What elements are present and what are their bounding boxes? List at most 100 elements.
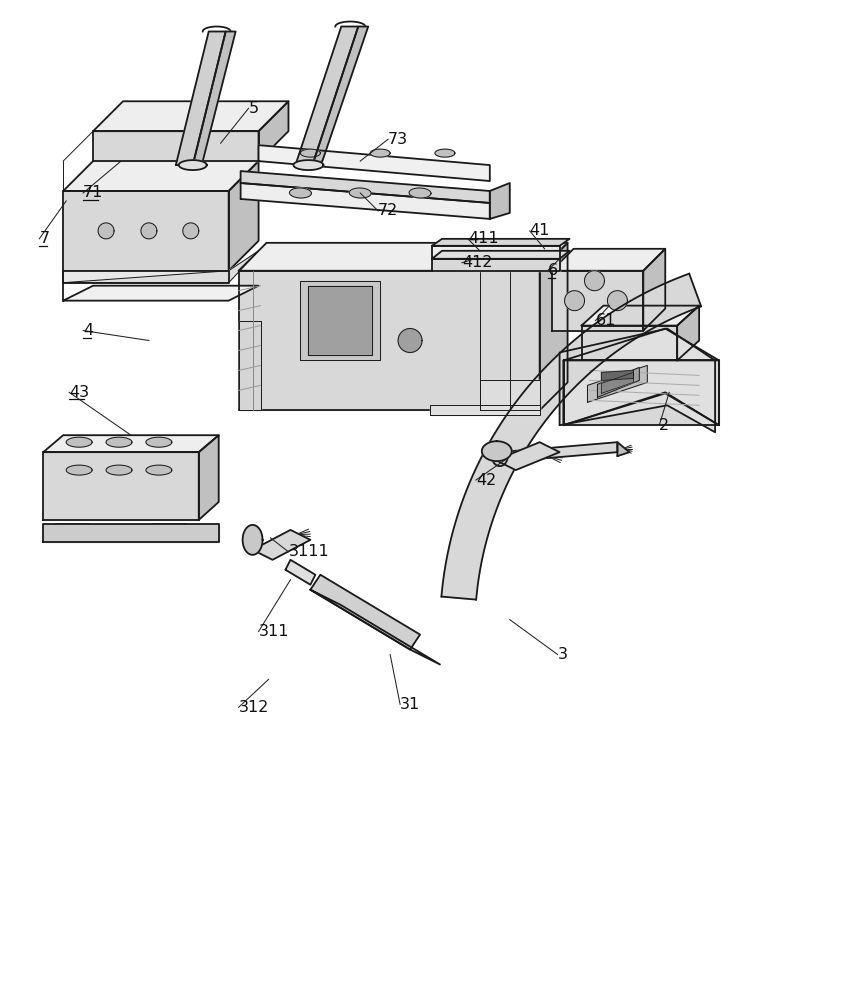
Polygon shape bbox=[141, 223, 157, 239]
Polygon shape bbox=[179, 160, 207, 170]
Polygon shape bbox=[63, 251, 259, 283]
Polygon shape bbox=[295, 27, 358, 165]
Text: 73: 73 bbox=[388, 132, 408, 147]
Polygon shape bbox=[582, 306, 699, 326]
Polygon shape bbox=[559, 329, 715, 432]
Polygon shape bbox=[176, 32, 225, 165]
Text: 31: 31 bbox=[400, 697, 420, 712]
Polygon shape bbox=[564, 291, 584, 311]
Polygon shape bbox=[63, 271, 229, 283]
Polygon shape bbox=[551, 271, 643, 331]
Polygon shape bbox=[43, 435, 218, 452]
Polygon shape bbox=[432, 251, 570, 259]
Text: 71: 71 bbox=[83, 185, 104, 200]
Polygon shape bbox=[241, 171, 490, 203]
Polygon shape bbox=[93, 131, 259, 161]
Polygon shape bbox=[495, 442, 559, 470]
Polygon shape bbox=[602, 372, 633, 393]
Polygon shape bbox=[490, 183, 510, 219]
Polygon shape bbox=[239, 243, 568, 271]
Polygon shape bbox=[66, 437, 92, 447]
Polygon shape bbox=[259, 101, 288, 161]
Text: 5: 5 bbox=[249, 101, 259, 116]
Polygon shape bbox=[432, 239, 570, 246]
Polygon shape bbox=[153, 524, 186, 538]
Polygon shape bbox=[300, 149, 320, 157]
Polygon shape bbox=[441, 274, 701, 600]
Polygon shape bbox=[239, 321, 261, 410]
Polygon shape bbox=[564, 360, 719, 425]
Text: 41: 41 bbox=[530, 223, 550, 238]
Text: 6: 6 bbox=[548, 263, 557, 278]
Polygon shape bbox=[564, 360, 719, 425]
Text: 3: 3 bbox=[557, 647, 568, 662]
Polygon shape bbox=[312, 27, 369, 165]
Polygon shape bbox=[241, 183, 490, 219]
Polygon shape bbox=[608, 291, 627, 311]
Polygon shape bbox=[63, 161, 259, 191]
Polygon shape bbox=[398, 329, 422, 352]
Text: 4: 4 bbox=[83, 323, 93, 338]
Text: 311: 311 bbox=[259, 624, 289, 639]
Polygon shape bbox=[243, 525, 262, 555]
Polygon shape bbox=[617, 442, 629, 456]
Polygon shape bbox=[300, 281, 381, 360]
Polygon shape bbox=[253, 530, 311, 560]
Polygon shape bbox=[597, 367, 639, 397]
Text: 72: 72 bbox=[378, 203, 399, 218]
Polygon shape bbox=[308, 286, 372, 355]
Polygon shape bbox=[293, 160, 324, 170]
Text: 312: 312 bbox=[239, 700, 269, 715]
Polygon shape bbox=[551, 249, 665, 271]
Text: 412: 412 bbox=[462, 255, 493, 270]
Polygon shape bbox=[643, 249, 665, 331]
Polygon shape bbox=[153, 528, 201, 538]
Polygon shape bbox=[435, 149, 455, 157]
Polygon shape bbox=[56, 524, 89, 538]
Polygon shape bbox=[43, 452, 198, 520]
Polygon shape bbox=[66, 465, 92, 475]
Text: 61: 61 bbox=[595, 313, 616, 328]
Polygon shape bbox=[409, 188, 431, 198]
Polygon shape bbox=[183, 223, 198, 239]
Polygon shape bbox=[311, 590, 440, 664]
Polygon shape bbox=[492, 446, 507, 466]
Text: 3111: 3111 bbox=[288, 544, 329, 559]
Polygon shape bbox=[539, 243, 568, 410]
Polygon shape bbox=[498, 442, 617, 462]
Polygon shape bbox=[430, 405, 539, 415]
Polygon shape bbox=[239, 271, 539, 410]
Polygon shape bbox=[56, 528, 105, 538]
Polygon shape bbox=[582, 326, 677, 360]
Polygon shape bbox=[93, 101, 288, 131]
Polygon shape bbox=[146, 437, 172, 447]
Polygon shape bbox=[432, 246, 559, 259]
Polygon shape bbox=[286, 560, 315, 585]
Polygon shape bbox=[192, 32, 236, 165]
Polygon shape bbox=[259, 145, 490, 181]
Text: 43: 43 bbox=[69, 385, 89, 400]
Polygon shape bbox=[43, 524, 218, 542]
Polygon shape bbox=[677, 306, 699, 360]
Polygon shape bbox=[106, 437, 132, 447]
Polygon shape bbox=[289, 188, 312, 198]
Polygon shape bbox=[588, 365, 647, 402]
Polygon shape bbox=[98, 223, 114, 239]
Polygon shape bbox=[564, 329, 719, 425]
Text: 7: 7 bbox=[40, 231, 49, 246]
Polygon shape bbox=[482, 441, 512, 461]
Polygon shape bbox=[602, 370, 633, 380]
Polygon shape bbox=[370, 149, 390, 157]
Polygon shape bbox=[350, 188, 371, 198]
Polygon shape bbox=[432, 259, 559, 271]
Polygon shape bbox=[63, 286, 259, 301]
Polygon shape bbox=[63, 191, 229, 271]
Polygon shape bbox=[106, 465, 132, 475]
Polygon shape bbox=[198, 435, 218, 520]
Polygon shape bbox=[146, 465, 172, 475]
Text: 411: 411 bbox=[468, 231, 499, 246]
Polygon shape bbox=[480, 380, 539, 410]
Polygon shape bbox=[229, 161, 259, 271]
Polygon shape bbox=[311, 575, 420, 650]
Polygon shape bbox=[584, 271, 604, 291]
